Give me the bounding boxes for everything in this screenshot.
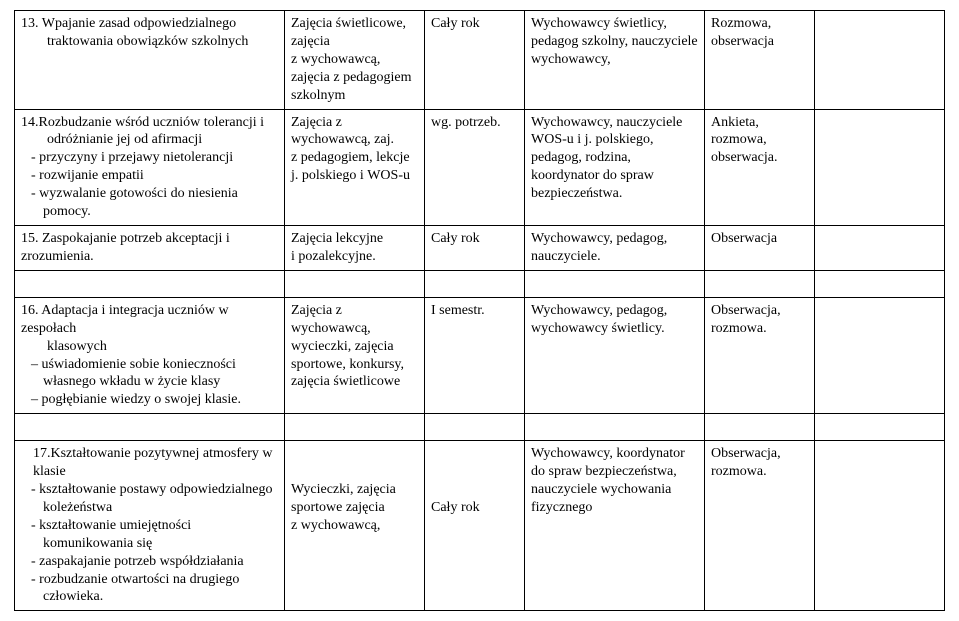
cell-form: Zajęcia lekcyjne i pozalekcyjne.: [285, 225, 425, 270]
cell-empty: [815, 109, 945, 225]
row-title-line2: odróżnianie jej od afirmacji: [21, 131, 278, 149]
bullet: – uświadomienie sobie konieczności własn…: [21, 356, 278, 392]
row-number: 13.: [21, 16, 42, 31]
row-title-line2: klasowych: [21, 338, 278, 356]
row-title: Wpajanie zasad odpowiedzialnego: [42, 16, 236, 31]
spacer-row: [15, 414, 945, 441]
cell-topic: 16. Adaptacja i integracja uczniów w zes…: [15, 297, 285, 413]
bullet: - rozbudzanie otwartości na drugiego czł…: [21, 571, 278, 607]
cell-form: Zajęcia z wychowawcą, wycieczki, zajęcia…: [285, 297, 425, 413]
bullet: – pogłębianie wiedzy o swojej klasie.: [21, 391, 278, 409]
cell-term: Cały rok: [425, 441, 525, 611]
table-row: 17.Kształtowanie pozytywnej atmosfery w …: [15, 441, 945, 611]
cell-empty: [815, 11, 945, 110]
row-number: 17.: [33, 446, 51, 461]
row-number: 14.: [21, 115, 39, 130]
spacer-row: [15, 270, 945, 297]
cell-topic: 14.Rozbudzanie wśród uczniów tolerancji …: [15, 109, 285, 225]
row-number: 15.: [21, 231, 42, 246]
table-row: 15. Zaspokajanie potrzeb akceptacji i zr…: [15, 225, 945, 270]
cell-responsible: Wychowawcy, pedagog, nauczyciele.: [525, 225, 705, 270]
row-title-line2: traktowania obowiązków szkolnych: [21, 33, 278, 51]
table-row: 16. Adaptacja i integracja uczniów w zes…: [15, 297, 945, 413]
cell-form: Wycieczki, zajęcia sportowe zajęcia z wy…: [285, 441, 425, 611]
cell-empty: [815, 441, 945, 611]
cell-responsible: Wychowawcy, koordynator do spraw bezpiec…: [525, 441, 705, 611]
cell-evaluation: Obserwacja, rozmowa.: [705, 297, 815, 413]
cell-evaluation: Obserwacja, rozmowa.: [705, 441, 815, 611]
bullet: - wyzwalanie gotowości do niesienia pomo…: [21, 185, 278, 221]
cell-term: Cały rok: [425, 225, 525, 270]
bullet: - przyczyny i przejawy nietolerancji: [21, 149, 278, 167]
cell-evaluation: Obserwacja: [705, 225, 815, 270]
cell-term: wg. potrzeb.: [425, 109, 525, 225]
cell-responsible: Wychowawcy świetlicy, pedagog szkolny, n…: [525, 11, 705, 110]
cell-topic: 17.Kształtowanie pozytywnej atmosfery w …: [15, 441, 285, 611]
cell-evaluation: Ankieta, rozmowa, obserwacja.: [705, 109, 815, 225]
row-title: Adaptacja i integracja uczniów w zespoła…: [21, 303, 229, 336]
cell-topic: 13. Wpajanie zasad odpowiedzialnego trak…: [15, 11, 285, 110]
cell-term: Cały rok: [425, 11, 525, 110]
row-number: 16.: [21, 303, 41, 318]
row-title: Kształtowanie pozytywnej atmosfery w kla…: [33, 446, 273, 479]
bullet: - zaspakajanie potrzeb współdziałania: [21, 553, 278, 571]
cell-term: I semestr.: [425, 297, 525, 413]
plan-table: 13. Wpajanie zasad odpowiedzialnego trak…: [14, 10, 945, 611]
cell-responsible: Wychowawcy, nauczyciele WOS-u i j. polsk…: [525, 109, 705, 225]
cell-empty: [815, 297, 945, 413]
table-row: 13. Wpajanie zasad odpowiedzialnego trak…: [15, 11, 945, 110]
row-title: Rozbudzanie wśród uczniów tolerancji i: [39, 115, 264, 130]
document-page: 13. Wpajanie zasad odpowiedzialnego trak…: [0, 0, 959, 621]
cell-empty: [815, 225, 945, 270]
bullet: - rozwijanie empatii: [21, 167, 278, 185]
bullet: - kształtowanie postawy odpowiedzialnego…: [21, 481, 278, 517]
cell-responsible: Wychowawcy, pedagog, wychowawcy świetlic…: [525, 297, 705, 413]
cell-topic: 15. Zaspokajanie potrzeb akceptacji i zr…: [15, 225, 285, 270]
row-title: Zaspokajanie potrzeb akceptacji i zrozum…: [21, 231, 230, 264]
cell-form: Zajęcia świetlicowe, zajęcia z wychowawc…: [285, 11, 425, 110]
table-row: 14.Rozbudzanie wśród uczniów tolerancji …: [15, 109, 945, 225]
cell-form: Zajęcia z wychowawcą, zaj. z pedagogiem,…: [285, 109, 425, 225]
bullet: - kształtowanie umiejętności komunikowan…: [21, 517, 278, 553]
cell-evaluation: Rozmowa, obserwacja: [705, 11, 815, 110]
